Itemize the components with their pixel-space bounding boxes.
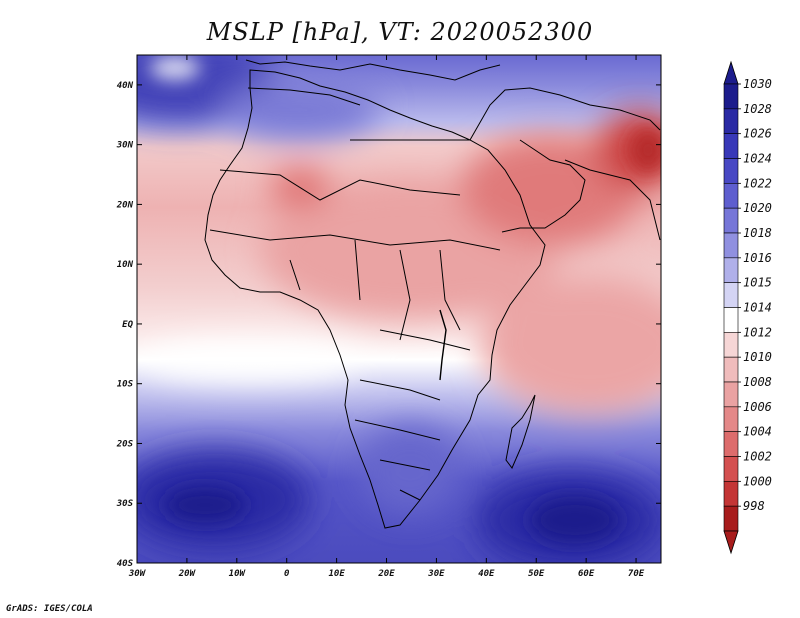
colorbar-swatch (723, 207, 739, 234)
colorbar-label: 1015 (743, 276, 772, 290)
pressure-field (137, 55, 661, 563)
colorbar-label: 1000 (743, 474, 772, 488)
colorbar-label: 1002 (743, 450, 772, 464)
lat-tick-label: 30S (116, 499, 134, 509)
colorbar-top-arrow (723, 60, 739, 85)
colorbar-label: 1022 (743, 176, 772, 190)
lon-tick-label: 20W (178, 569, 197, 579)
colorbar-label: 1028 (743, 102, 772, 116)
lat-tick-label: 10N (117, 260, 134, 270)
colorbar-label: 1016 (743, 251, 772, 265)
lon-tick-label: 30E (427, 569, 445, 579)
middle-east-coast (469, 87, 661, 141)
chart-title: MSLP [hPa], VT: 2020052300 (206, 18, 594, 46)
lon-tick-label: 0 (284, 569, 290, 579)
colorbar-label: 1010 (743, 350, 772, 364)
lat-tick-label: EQ (122, 320, 133, 330)
colorbar-swatch (723, 406, 739, 432)
colorbar-label: 1030 (743, 77, 772, 91)
lon-tick-label: 70E (628, 569, 645, 579)
country-borders (209, 87, 501, 501)
map-frame (136, 54, 662, 564)
coastlines (204, 59, 661, 529)
africa-coastline (204, 69, 546, 529)
colorbar-label: 1024 (743, 152, 772, 166)
lat-tick-label: 30N (116, 141, 134, 151)
latitude-axis: 40N 30N 20N 10N EQ 10S 20S 30S 40S (116, 81, 661, 569)
colorbar-swatch (723, 456, 739, 482)
colorbar-label: 1006 (743, 400, 772, 414)
colorbar-swatch (723, 257, 739, 283)
persian-gulf-coast (564, 159, 661, 241)
colorbar-label: 1020 (743, 201, 772, 215)
colorbar-label: 1018 (743, 226, 772, 240)
lon-tick-label: 10E (328, 569, 345, 579)
lon-tick-label: 60E (578, 569, 595, 579)
lon-tick-label: 50E (528, 569, 545, 579)
lat-tick-label: 20S (116, 439, 134, 449)
colorbar-label: 1026 (743, 127, 772, 141)
colorbar-swatch (723, 232, 739, 259)
colorbar-swatch (723, 481, 739, 507)
lat-tick-label: 40N (117, 81, 134, 91)
colorbar-label: 1014 (743, 301, 772, 315)
colorbar-swatch (723, 282, 739, 308)
madagascar (505, 394, 536, 469)
colorbar-label: 1008 (743, 375, 772, 389)
lon-tick-label: 30W (128, 569, 147, 579)
arabia-coast (501, 139, 586, 233)
colorbar-swatch (723, 158, 739, 184)
colorbar-label: 1004 (743, 425, 772, 439)
colorbar: 1030 1028 1026 1024 1022 1020 1018 1016 1015 1014… (723, 60, 772, 555)
lat-tick-label: 10S (117, 380, 134, 390)
colorbar-bottom-arrow (723, 530, 739, 555)
longitude-axis: 30W 20W 10W 0 10E 20E 30E 40E 50E 60E 70E (128, 55, 645, 579)
colorbar-label: 1012 (743, 325, 772, 339)
colorbar-swatch (723, 356, 739, 383)
grads-credit: GrADS: IGES/COLA (6, 604, 93, 614)
lat-tick-label: 20N (116, 200, 134, 210)
colorbar-label: 998 (743, 499, 765, 513)
lat-tick-label: 40S (117, 559, 134, 569)
rift-lakes (439, 309, 447, 381)
colorbar-swatch (723, 332, 739, 358)
europe-coast (245, 59, 501, 81)
lon-tick-label: 10W (229, 569, 247, 579)
colorbar-swatch (723, 431, 739, 457)
colorbar-swatch (723, 183, 739, 209)
colorbar-swatch (723, 381, 739, 408)
colorbar-swatch (723, 133, 739, 159)
colorbar-swatch (723, 108, 739, 134)
colorbar-swatch (723, 83, 739, 110)
colorbar-swatch (723, 307, 739, 333)
colorbar-swatch (723, 505, 739, 532)
lon-tick-label: 40E (478, 569, 495, 579)
lon-tick-label: 20E (377, 569, 395, 579)
